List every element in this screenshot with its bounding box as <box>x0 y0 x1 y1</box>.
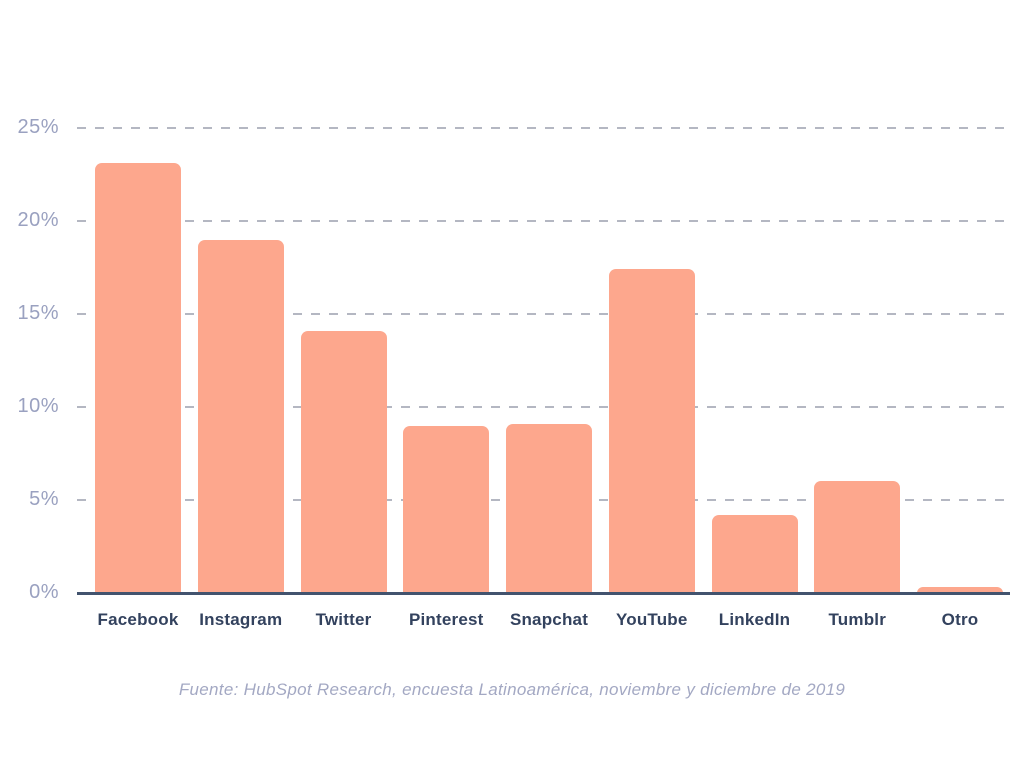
y-tick-label-15: 15% <box>17 302 59 325</box>
bar-column-instagram: Instagram <box>197 128 284 629</box>
bar-linkedin <box>711 514 798 593</box>
gridline-25 <box>77 127 1010 129</box>
bar-column-tumblr: Tumblr <box>814 128 901 629</box>
bar-tumblr <box>814 481 901 593</box>
x-axis-label-youtube: YouTube <box>615 610 688 629</box>
y-tick-label-10: 10% <box>17 395 59 418</box>
bar-column-twitter: Twitter <box>300 128 387 629</box>
bar-column-snapchat: Snapchat <box>506 128 592 629</box>
bar-column-youtube: YouTube <box>608 128 695 629</box>
bar-pinterest <box>403 425 490 593</box>
bar-twitter <box>300 330 387 593</box>
y-tick-label-25: 25% <box>17 116 59 139</box>
bar-instagram <box>197 239 284 593</box>
x-axis-label-linkedin: LinkedIn <box>718 610 791 629</box>
bar-youtube <box>608 269 695 593</box>
bar-facebook <box>95 163 181 593</box>
bar-column-pinterest: Pinterest <box>403 128 490 629</box>
bar-column-otro: Otro <box>917 128 1003 629</box>
bar-column-facebook: Facebook <box>95 128 181 629</box>
x-axis-label-facebook: Facebook <box>97 610 179 629</box>
bars-layer: Facebook Instagram Twitter Pinterest Snapcha… <box>95 128 1003 629</box>
bar-otro <box>917 587 1003 593</box>
gridline-10 <box>77 406 1010 408</box>
x-axis-label-snapchat: Snapchat <box>509 610 589 629</box>
gridline-20 <box>77 220 1010 222</box>
x-axis-label-twitter: Twitter <box>315 610 372 629</box>
plot-area: 0% 5% 10% 15% 20% 25% Facebook Instagram Twitte… <box>17 116 1010 629</box>
y-tick-label-5: 5% <box>29 488 59 511</box>
source-caption: Fuente: HubSpot Research, encuesta Latin… <box>178 680 846 699</box>
y-tick-label-0: 0% <box>29 581 59 604</box>
bar-snapchat <box>506 423 592 593</box>
x-axis-line <box>77 592 1010 595</box>
x-axis-label-instagram: Instagram <box>199 610 283 629</box>
x-axis-label-pinterest: Pinterest <box>408 610 484 629</box>
bar-column-linkedin: LinkedIn <box>711 128 798 629</box>
y-tick-label-20: 20% <box>17 209 59 232</box>
gridline-15 <box>77 313 1010 315</box>
x-axis-label-tumblr: Tumblr <box>828 610 887 629</box>
x-axis-label-otro: Otro <box>941 610 979 629</box>
